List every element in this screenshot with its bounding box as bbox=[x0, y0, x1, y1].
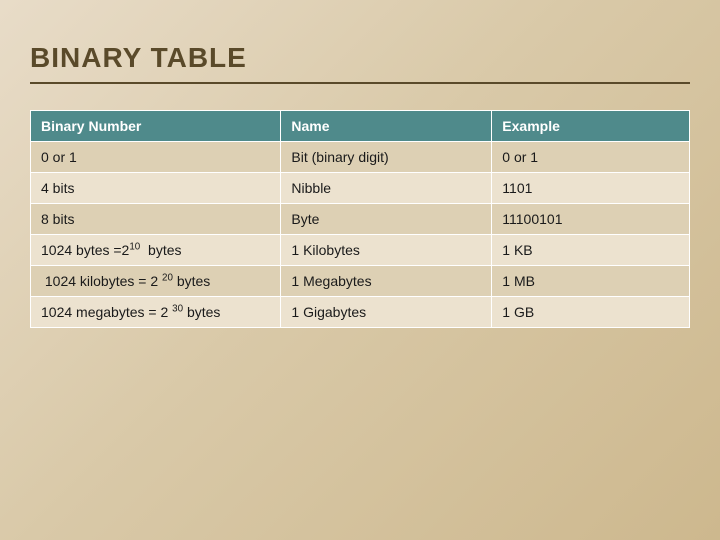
table-row: 1024 bytes =210 bytes 1 Kilobytes 1 KB bbox=[31, 235, 690, 266]
slide: BINARY TABLE Binary Number Name Example … bbox=[0, 0, 720, 540]
cell-name: Byte bbox=[281, 204, 492, 235]
slide-title: BINARY TABLE bbox=[30, 42, 690, 84]
cell-name: Nibble bbox=[281, 173, 492, 204]
cell-binary: 0 or 1 bbox=[31, 142, 281, 173]
cell-binary: 8 bits bbox=[31, 204, 281, 235]
table-row: 8 bits Byte 11100101 bbox=[31, 204, 690, 235]
cell-example: 1101 bbox=[492, 173, 690, 204]
col-header-name: Name bbox=[281, 111, 492, 142]
binary-table: Binary Number Name Example 0 or 1 Bit (b… bbox=[30, 110, 690, 328]
table-header-row: Binary Number Name Example bbox=[31, 111, 690, 142]
table-row: 4 bits Nibble 1101 bbox=[31, 173, 690, 204]
table-row: 1024 megabytes = 2 30 bytes 1 Gigabytes … bbox=[31, 297, 690, 328]
cell-binary: 1024 megabytes = 2 30 bytes bbox=[31, 297, 281, 328]
cell-name: 1 Megabytes bbox=[281, 266, 492, 297]
cell-binary: 1024 kilobytes = 2 20 bytes bbox=[31, 266, 281, 297]
table: Binary Number Name Example 0 or 1 Bit (b… bbox=[30, 110, 690, 328]
cell-name: Bit (binary digit) bbox=[281, 142, 492, 173]
table-row: 0 or 1 Bit (binary digit) 0 or 1 bbox=[31, 142, 690, 173]
col-header-example: Example bbox=[492, 111, 690, 142]
table-row: 1024 kilobytes = 2 20 bytes 1 Megabytes … bbox=[31, 266, 690, 297]
cell-binary: 1024 bytes =210 bytes bbox=[31, 235, 281, 266]
cell-example: 11100101 bbox=[492, 204, 690, 235]
cell-example: 0 or 1 bbox=[492, 142, 690, 173]
cell-binary: 4 bits bbox=[31, 173, 281, 204]
cell-example: 1 MB bbox=[492, 266, 690, 297]
cell-name: 1 Gigabytes bbox=[281, 297, 492, 328]
cell-example: 1 GB bbox=[492, 297, 690, 328]
cell-name: 1 Kilobytes bbox=[281, 235, 492, 266]
col-header-binary: Binary Number bbox=[31, 111, 281, 142]
cell-example: 1 KB bbox=[492, 235, 690, 266]
